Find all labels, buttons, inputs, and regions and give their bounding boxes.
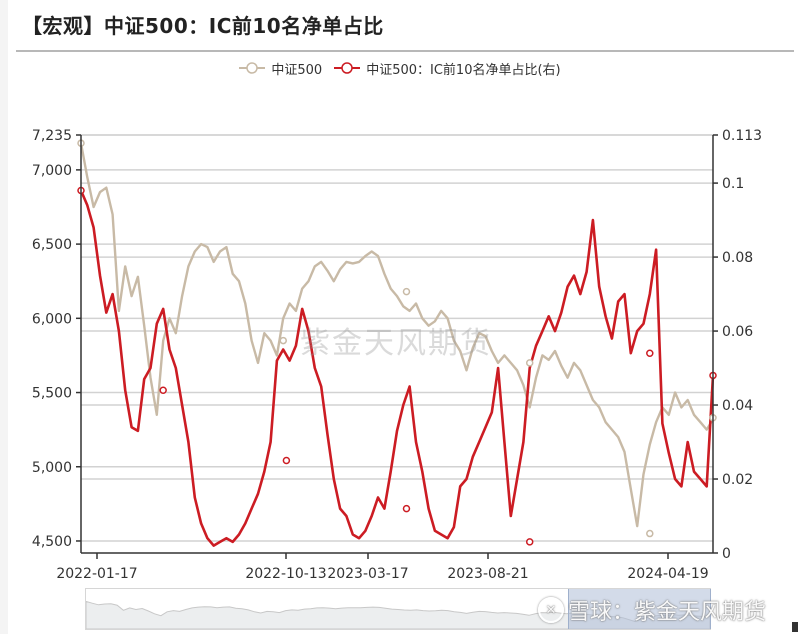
series-line-ratio	[79, 189, 715, 547]
legend-item-index[interactable]: 中证500	[239, 59, 322, 78]
legend-label-ratio: 中证500：IC前10名净单占比(右)	[366, 62, 561, 78]
svg-text:6,000: 6,000	[32, 311, 72, 327]
svg-text:2022-10-13: 2022-10-13	[245, 566, 326, 582]
svg-text:6,500: 6,500	[32, 237, 72, 253]
y-axis-left-labels: 4,500 5,000 5,500 6,000 6,500 7,000 7,235	[32, 128, 72, 550]
corner-watermark: ✕ 雪球：紫金天风期货	[538, 594, 766, 626]
x-axis-labels: 2022-01-17 2022-10-13 2023-03-17 2023-08-21…	[56, 566, 708, 582]
corner-watermark-text: 雪球：紫金天风期货	[568, 600, 767, 625]
series-line-index	[79, 142, 715, 528]
title-divider	[16, 50, 794, 52]
svg-text:7,000: 7,000	[32, 163, 72, 179]
legend-item-ratio[interactable]: 中证500：IC前10名净单占比(右)	[334, 59, 561, 78]
line-circle-icon	[239, 62, 266, 74]
svg-text:0.1: 0.1	[722, 176, 744, 192]
chart-legend: 中证500 中证500：IC前10名净单占比(右)	[0, 57, 800, 79]
svg-text:0.02: 0.02	[722, 472, 753, 488]
grid-lines-left	[81, 134, 713, 542]
chart-axes	[76, 134, 718, 559]
svg-text:4,500: 4,500	[32, 534, 72, 550]
data-point-markers	[77, 139, 717, 546]
svg-text:5,500: 5,500	[32, 386, 72, 402]
corner-mark	[792, 622, 798, 632]
svg-text:2022-01-17: 2022-01-17	[56, 566, 137, 582]
legend-label-index: 中证500	[271, 62, 323, 78]
svg-text:0.04: 0.04	[722, 398, 753, 414]
snowball-logo-icon: ✕	[538, 597, 564, 623]
grid-lines-right	[81, 134, 713, 480]
svg-text:2023-03-17: 2023-03-17	[327, 566, 408, 582]
svg-text:2024-04-19: 2024-04-19	[627, 566, 708, 582]
left-edge-strip	[0, 0, 8, 634]
slider-selected-range[interactable]	[568, 589, 711, 629]
svg-text:7,235: 7,235	[32, 128, 72, 144]
svg-text:0.113: 0.113	[722, 128, 762, 144]
line-circle-icon	[334, 62, 361, 74]
y-axis-right-labels: 0 0.02 0.04 0.06 0.08 0.1 0.113	[722, 128, 762, 562]
chart-title: 【宏观】中证500：IC前10名净单占比	[22, 14, 384, 38]
svg-text:2023-08-21: 2023-08-21	[447, 566, 528, 582]
svg-text:0: 0	[722, 546, 731, 562]
svg-text:0.06: 0.06	[722, 324, 753, 340]
svg-text:5,000: 5,000	[32, 460, 72, 476]
svg-text:0.08: 0.08	[722, 250, 753, 266]
